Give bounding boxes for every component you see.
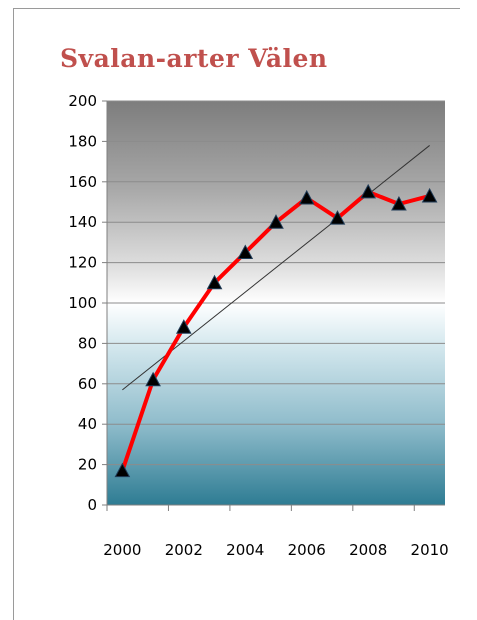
- y-tick-label: 40: [78, 415, 97, 433]
- y-tick-label: 160: [68, 173, 97, 191]
- data-point-marker: [391, 195, 407, 211]
- data-point-marker: [268, 214, 284, 229]
- y-tick-label: 100: [68, 294, 97, 312]
- x-tick-label: 2000: [103, 541, 141, 559]
- y-tick-label: 200: [68, 92, 97, 110]
- x-tick-label: 2010: [411, 541, 449, 559]
- data-point-marker: [421, 187, 438, 203]
- data-point-marker: [206, 274, 223, 290]
- y-tick-label: 140: [68, 213, 97, 231]
- axes: [102, 100, 445, 511]
- data-point-marker: [360, 183, 377, 199]
- y-tick-label: 180: [68, 132, 97, 150]
- data-point-marker: [237, 244, 254, 259]
- frame-corner: [460, 8, 477, 9]
- y-tick-label: 60: [78, 375, 97, 393]
- data-point-marker: [329, 210, 346, 225]
- x-tick-label: 2008: [349, 541, 387, 559]
- data-point-marker: [114, 462, 131, 478]
- x-tick-label: 2004: [226, 541, 264, 559]
- y-tick-label: 120: [68, 254, 97, 272]
- tick-labels: 0 20 40 60 80 100 120 140 160 180 200 2000 2002 2004 2…: [68, 92, 448, 559]
- y-tick-label: 80: [78, 334, 97, 352]
- series-layer: [114, 183, 438, 478]
- x-tick-label: 2006: [288, 541, 326, 559]
- x-tick-label: 2002: [165, 541, 203, 559]
- trendline: [122, 145, 430, 391]
- data-point-marker: [298, 189, 315, 205]
- y-tick-label: 0: [87, 496, 97, 514]
- data-point-marker: [175, 319, 192, 334]
- chart-title: Svalan-arter Välen: [60, 44, 328, 73]
- trendline-layer: [122, 145, 430, 391]
- y-tick-label: 20: [78, 456, 97, 474]
- data-point-marker: [145, 371, 161, 387]
